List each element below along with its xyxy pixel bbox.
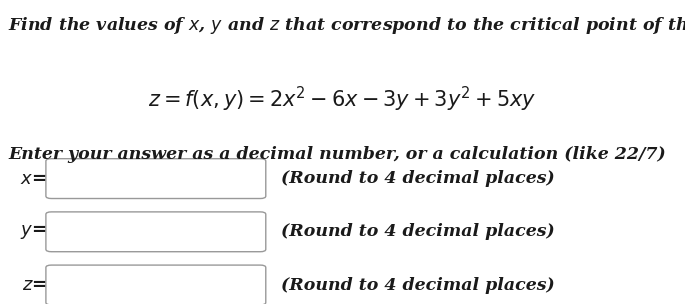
Text: Enter your answer as a decimal number, or a calculation (like 22/7): Enter your answer as a decimal number, o…: [8, 146, 666, 163]
Text: $z$=: $z$=: [22, 276, 47, 294]
Text: $y$=: $y$=: [21, 223, 47, 241]
FancyBboxPatch shape: [46, 265, 266, 304]
Text: (Round to 4 decimal places): (Round to 4 decimal places): [281, 277, 555, 293]
Text: $z = f(x, y) = 2x^2 - 6x - 3y + 3y^2 + 5xy$: $z = f(x, y) = 2x^2 - 6x - 3y + 3y^2 + 5…: [149, 85, 536, 114]
Text: Find the values of $x$, $y$ and $z$ that correspond to the critical point of the: Find the values of $x$, $y$ and $z$ that…: [8, 15, 685, 36]
Text: (Round to 4 decimal places): (Round to 4 decimal places): [281, 223, 555, 240]
Text: $x$=: $x$=: [21, 170, 47, 188]
FancyBboxPatch shape: [46, 212, 266, 252]
Text: (Round to 4 decimal places): (Round to 4 decimal places): [281, 170, 555, 187]
FancyBboxPatch shape: [46, 159, 266, 199]
